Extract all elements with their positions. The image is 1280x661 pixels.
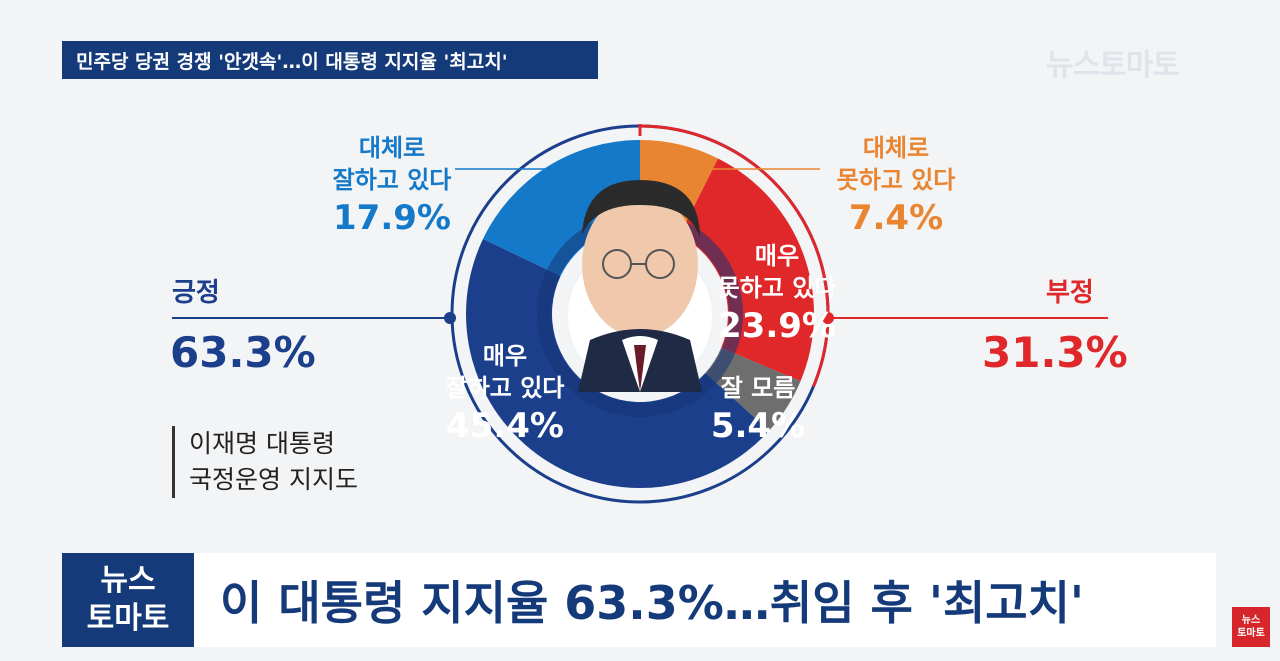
label-mostly-bad-line2: 못하고 있다 <box>836 166 956 194</box>
bottom-logo-line1: 뉴스 <box>100 563 156 598</box>
label-mostly-bad: 대체로 못하고 있다 7.4% <box>806 132 986 240</box>
label-mostly-good-pct: 17.9% <box>333 198 451 238</box>
brand-logo: 뉴스토마토 <box>1046 48 1180 83</box>
bottom-brand-logo: 뉴스 토마토 <box>62 553 194 647</box>
positive-pct: 63.3% <box>170 328 316 377</box>
label-very-good-line1: 매우 <box>482 342 528 370</box>
bottom-logo-line2: 토마토 <box>86 601 170 636</box>
corner-badge-line1: 뉴스 <box>1241 615 1261 626</box>
segment-mostly-good <box>483 140 640 277</box>
label-mostly-good-line1: 대체로 <box>358 134 426 162</box>
negative-dot <box>822 312 834 324</box>
label-mostly-bad-line1: 대체로 <box>862 134 930 162</box>
news-banner: 민주당 당권 경쟁 '안갯속'…이 대통령 지지율 '최고치' <box>62 41 598 79</box>
label-unknown-line1: 잘 모름 <box>720 374 796 402</box>
label-very-good-line2: 잘하고 있다 <box>445 374 565 402</box>
label-very-bad: 매우 못하고 있다 23.9% <box>692 240 862 348</box>
segment-unknown <box>705 347 801 431</box>
corner-badge-line2: 토마토 <box>1237 628 1265 639</box>
negative-pct: 31.3% <box>982 328 1128 377</box>
negative-title: 부정 <box>1046 278 1094 308</box>
label-unknown-pct: 5.4% <box>710 406 806 446</box>
segment-very-bad <box>679 158 814 382</box>
label-mostly-good-line2: 잘하고 있다 <box>332 166 452 194</box>
label-very-good-pct: 45.4% <box>446 406 564 446</box>
positive-title: 긍정 <box>172 278 220 308</box>
positive-dot <box>444 312 456 324</box>
label-mostly-good: 대체로 잘하고 있다 17.9% <box>302 132 482 240</box>
label-unknown: 잘 모름 5.4% <box>700 372 816 448</box>
caption-line1: 이재명 대통령 <box>189 429 335 458</box>
banner-title: 민주당 당권 경쟁 '안갯속'…이 대통령 지지율 '최고치' <box>76 50 508 73</box>
label-very-bad-pct: 23.9% <box>718 306 836 346</box>
caption-line2: 국정운영 지지도 <box>189 465 358 494</box>
label-very-good: 매우 잘하고 있다 45.4% <box>420 340 590 448</box>
negative-outer-arc <box>639 124 830 388</box>
label-very-bad-line2: 못하고 있다 <box>717 274 837 302</box>
label-mostly-bad-pct: 7.4% <box>848 198 944 238</box>
headline-bar: 이 대통령 지지율 63.3%…취임 후 '최고치' <box>194 553 1216 647</box>
headline-text: 이 대통령 지지율 63.3%…취임 후 '최고치' <box>220 576 1084 630</box>
portrait-photo <box>578 180 702 392</box>
corner-brand-badge: 뉴스 토마토 <box>1232 607 1270 647</box>
label-very-bad-line1: 매우 <box>754 242 800 270</box>
chart-caption: 이재명 대통령 국정운영 지지도 <box>172 426 358 498</box>
